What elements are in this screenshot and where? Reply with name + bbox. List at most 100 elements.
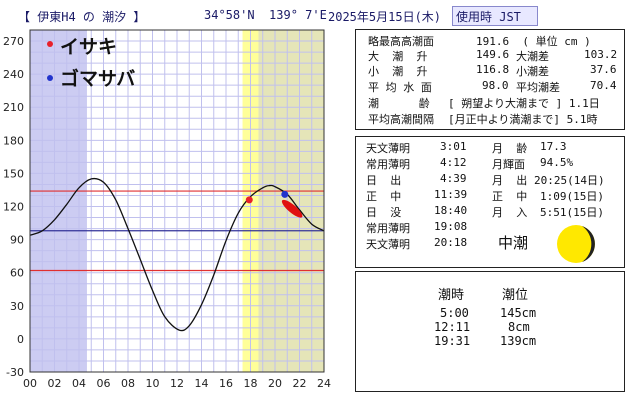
- tide-curve-group: [29, 177, 325, 332]
- x-tick-label: 10: [146, 377, 160, 390]
- fish-marker-0: [245, 196, 253, 204]
- info-value: 149.6: [476, 48, 510, 61]
- tide-time: 19:31: [434, 334, 471, 348]
- timezone-box: [452, 6, 538, 26]
- legend-dot-gomasaba: [47, 75, 53, 81]
- astro-value: 19:08: [434, 220, 468, 233]
- moon-disk: [557, 225, 595, 263]
- y-tick-label: 30: [10, 300, 24, 313]
- tide-times-panel: 潮時 潮位 5:00 145cm 12:11 8cm 19:31 139cm: [355, 271, 625, 392]
- y-tick-label: 60: [10, 267, 24, 280]
- y-tick-label: 180: [3, 134, 24, 147]
- y-tick-label: -30: [6, 366, 24, 379]
- astro-label: 正 中: [366, 190, 402, 203]
- x-tick-label: 24: [317, 377, 331, 390]
- chart-markers: [245, 190, 303, 218]
- info-value: 191.6 ( 単位 cm ): [476, 35, 591, 48]
- astro-label: 月 入: [492, 206, 528, 219]
- tide-col-header: 潮時: [438, 288, 465, 303]
- header-bar: 【 伊東H4 の 潮汐 】 34°58'N 139° 7'E 2025年5月15…: [18, 8, 521, 24]
- x-tick-label: 00: [23, 377, 37, 390]
- info-label: 平均高潮間隔: [368, 113, 434, 126]
- timezone-label: 使用時 JST: [456, 10, 521, 24]
- tide-type: 中潮: [498, 234, 529, 252]
- info-label: 潮 齢: [368, 97, 430, 110]
- astro-value: 11:39: [434, 188, 468, 201]
- y-tick-label: 240: [3, 68, 24, 81]
- info-value: 116.8: [476, 63, 510, 76]
- info-value: 98.0: [482, 79, 509, 92]
- y-tick-label: 120: [3, 201, 24, 214]
- astro-label: 月 出: [492, 174, 528, 187]
- tide-info-panel: 略最高高潮面 191.6 ( 単位 cm ) 大 潮 升 149.6 大潮差 1…: [355, 29, 625, 130]
- moon-phase-icon: [557, 225, 595, 263]
- x-tick-label: 22: [293, 377, 307, 390]
- astro-value: 18:40: [434, 204, 468, 217]
- astro-label: 月輝面: [492, 158, 525, 171]
- astro-label: 日 出: [366, 174, 402, 187]
- info-value: [月正中より満潮まで] 5.1時: [448, 113, 598, 126]
- shaded-regions: [30, 30, 324, 372]
- x-tick-label: 08: [121, 377, 135, 390]
- x-tick-label: 18: [244, 377, 258, 390]
- info-value: 70.4: [590, 79, 617, 92]
- astro-label: 正 中: [492, 190, 528, 203]
- astro-value: 94.5%: [540, 156, 574, 169]
- moon-shadow: [582, 226, 595, 262]
- x-tick-label: 14: [195, 377, 209, 390]
- astro-value: 17.3: [540, 140, 567, 153]
- legend-dot-isaki: [47, 41, 53, 47]
- tide-level: 8cm: [508, 320, 530, 334]
- reference-lines: [30, 190, 324, 272]
- x-tick-label: 12: [170, 377, 184, 390]
- tide-level: 139cm: [500, 334, 537, 348]
- plot-frame: [29, 29, 325, 373]
- y-tick-label: 0: [17, 333, 24, 346]
- tide-col-header: 潮位: [502, 288, 529, 303]
- info-label: 小 潮 升: [368, 65, 428, 78]
- y-tick-label: 210: [3, 101, 24, 114]
- info-label: 平均潮差: [516, 81, 560, 94]
- info-label: 小潮差: [516, 65, 549, 78]
- x-tick-label: 16: [219, 377, 233, 390]
- legend-label-gomasaba: ゴマサバ: [60, 68, 136, 90]
- astro-label: 天文薄明: [366, 142, 410, 155]
- astro-value: 3:01: [440, 140, 467, 153]
- astro-value: 5:51(15日): [540, 206, 604, 219]
- astro-value: 20:18: [434, 236, 468, 249]
- info-value: [ 朔望より大潮まで ] 1.1日: [448, 97, 600, 110]
- tide-level: 145cm: [500, 306, 537, 320]
- fish-icon: [281, 199, 303, 218]
- x-tick-label: 04: [72, 377, 86, 390]
- info-label: 略最高高潮面: [368, 35, 434, 48]
- x-tick-label: 02: [48, 377, 62, 390]
- astro-value: 4:12: [440, 156, 467, 169]
- info-value: 103.2: [584, 48, 618, 61]
- date-label: 2025年5月15日(木): [328, 10, 442, 24]
- legend-label-isaki: イサキ: [60, 36, 118, 58]
- astronomy-panel: 天文薄明 3:01 常用薄明 4:12 日 出 4:39 正 中 11:39 日…: [355, 136, 625, 268]
- astro-label: 天文薄明: [366, 238, 410, 251]
- y-tick-label: 90: [10, 234, 24, 247]
- info-label: 大潮差: [516, 50, 549, 63]
- y-tick-label: 150: [3, 167, 24, 180]
- astro-label: 常用薄明: [366, 158, 410, 171]
- info-value: 37.6: [590, 63, 617, 76]
- astro-value: 4:39: [440, 172, 467, 185]
- station-title: 【 伊東H4 の 潮汐 】: [18, 10, 146, 24]
- shaded-region: [30, 30, 87, 372]
- shaded-region: [258, 30, 324, 372]
- astro-value: 1:09(15日): [540, 190, 604, 203]
- astro-label: 月 齢: [492, 142, 528, 155]
- tide-curve: [29, 177, 325, 332]
- fish-marker-1: [281, 190, 289, 198]
- coordinates: 34°58'N 139° 7'E: [204, 8, 327, 22]
- info-label: 大 潮 升: [368, 50, 428, 63]
- astro-label: 常用薄明: [366, 222, 410, 235]
- tide-time: 5:00: [440, 306, 469, 320]
- x-tick-label: 20: [268, 377, 282, 390]
- info-label: 平 均 水 面: [368, 81, 432, 94]
- astro-value: 20:25(14日): [534, 174, 605, 187]
